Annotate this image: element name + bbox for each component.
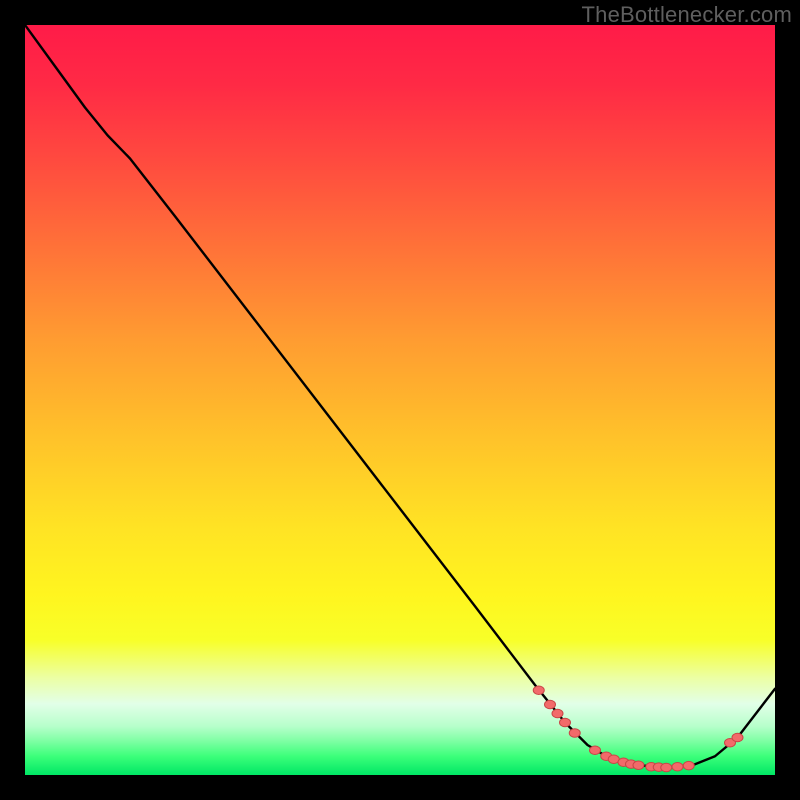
chart-frame: TheBottlenecker.com <box>0 0 800 800</box>
curve-marker <box>552 709 563 717</box>
curve-marker <box>560 718 571 726</box>
curve-marker <box>661 763 672 771</box>
curve-marker <box>672 763 683 771</box>
curve-marker <box>590 746 601 754</box>
curve-marker <box>683 761 694 769</box>
bottleneck-curve <box>25 25 775 768</box>
curve-marker <box>545 700 556 708</box>
curve-marker <box>533 686 544 694</box>
curve-marker <box>569 729 580 737</box>
watermark-text: TheBottlenecker.com <box>582 2 792 28</box>
curve-marker <box>633 761 644 769</box>
curve-marker <box>732 733 743 741</box>
curve-layer <box>25 25 775 775</box>
plot-area <box>25 25 775 775</box>
